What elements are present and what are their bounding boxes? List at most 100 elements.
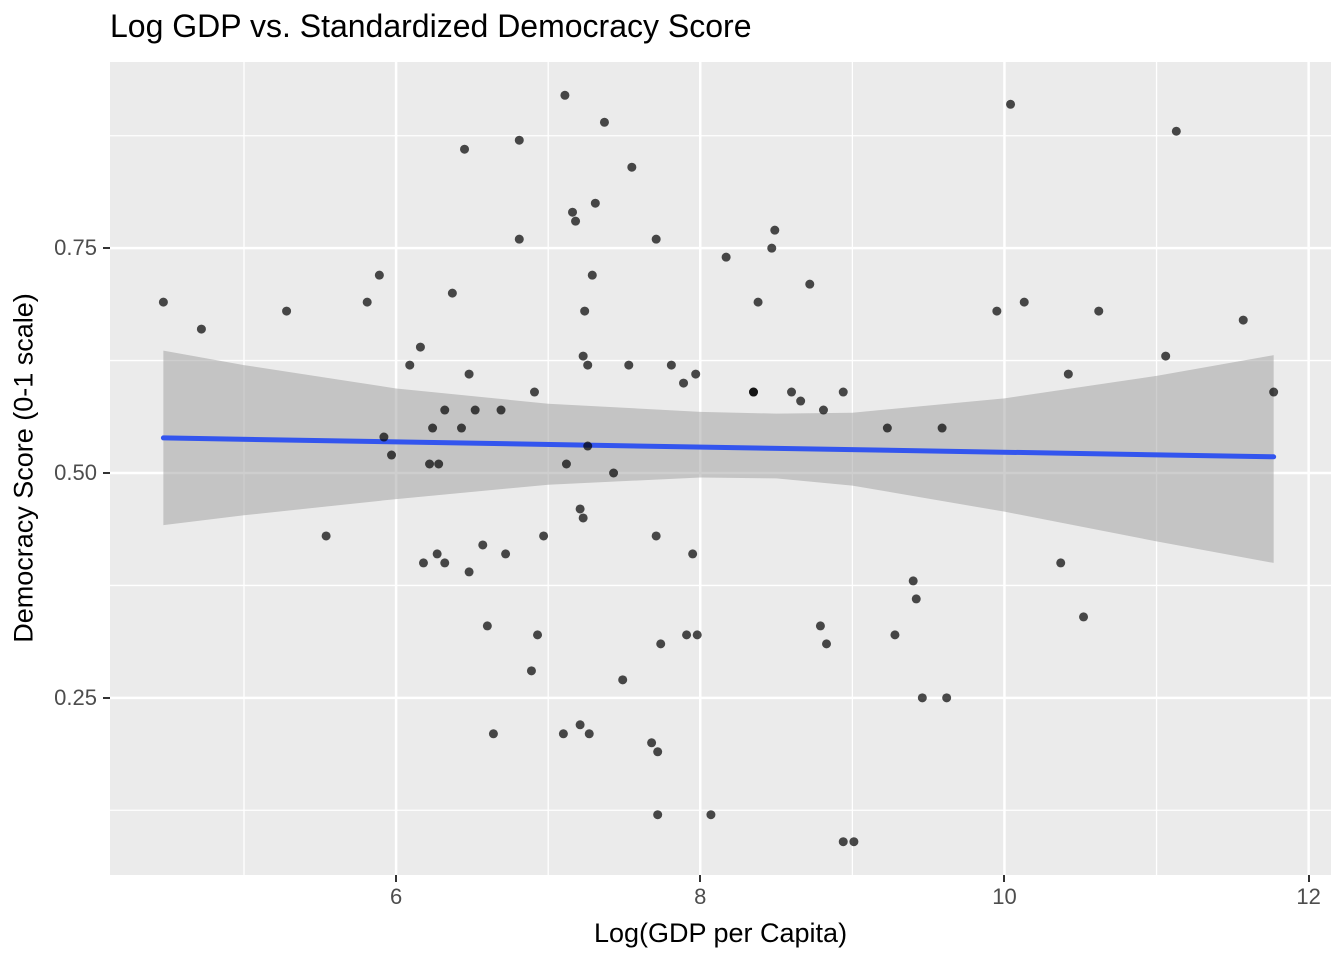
x-tick-mark xyxy=(699,875,702,882)
data-point xyxy=(434,459,444,469)
x-axis-title: Log(GDP per Capita) xyxy=(593,918,848,948)
data-point xyxy=(1161,351,1171,361)
data-point xyxy=(992,306,1002,316)
data-point xyxy=(937,423,947,433)
data-point xyxy=(539,531,549,541)
data-point xyxy=(571,216,581,226)
data-point xyxy=(838,837,848,847)
data-point xyxy=(533,630,543,640)
data-point xyxy=(583,360,593,370)
data-point xyxy=(362,297,372,307)
data-point xyxy=(682,630,692,640)
data-point xyxy=(787,387,797,397)
data-point xyxy=(805,279,815,289)
data-point xyxy=(911,594,921,604)
data-point xyxy=(815,621,825,631)
data-point xyxy=(526,666,536,676)
data-point xyxy=(1006,99,1016,109)
data-point xyxy=(575,504,585,514)
data-point xyxy=(818,405,828,415)
data-point xyxy=(321,531,331,541)
data-point xyxy=(688,549,698,559)
data-point xyxy=(428,423,438,433)
data-point xyxy=(440,405,450,415)
data-point xyxy=(587,270,597,280)
data-point xyxy=(387,450,397,460)
data-point xyxy=(470,405,480,415)
confidence-band xyxy=(163,350,1274,563)
data-point xyxy=(496,405,506,415)
plot-title: Log GDP vs. Standardized Democracy Score xyxy=(110,8,752,44)
data-point xyxy=(691,369,701,379)
data-point xyxy=(1056,558,1066,568)
data-point xyxy=(558,729,568,739)
data-point xyxy=(666,360,676,370)
data-point xyxy=(770,225,780,235)
y-tick-mark xyxy=(103,696,110,699)
data-point xyxy=(838,387,848,397)
data-point xyxy=(624,360,634,370)
data-point xyxy=(653,747,663,757)
data-point xyxy=(679,378,689,388)
data-point xyxy=(1019,297,1029,307)
data-point xyxy=(627,162,637,172)
data-point xyxy=(651,234,661,244)
data-point xyxy=(405,360,415,370)
x-tick-mark xyxy=(395,875,398,882)
data-point xyxy=(464,369,474,379)
y-tick-label: 0.50 xyxy=(54,459,97,485)
chart-canvas xyxy=(110,62,1331,875)
y-tick-label: 0.25 xyxy=(54,684,97,710)
data-point xyxy=(1094,306,1104,316)
data-point xyxy=(560,90,570,100)
data-point xyxy=(917,693,927,703)
data-point xyxy=(282,306,292,316)
data-point xyxy=(432,549,442,559)
data-point xyxy=(464,567,474,577)
data-point xyxy=(1063,369,1073,379)
data-point xyxy=(196,324,206,334)
data-point xyxy=(575,720,585,730)
data-point xyxy=(578,513,588,523)
data-point xyxy=(561,459,571,469)
data-point xyxy=(849,837,859,847)
x-tick-label: 10 xyxy=(992,884,1017,909)
plot-panel xyxy=(110,62,1331,875)
data-point xyxy=(514,234,524,244)
data-point xyxy=(374,270,384,280)
data-point xyxy=(590,198,600,208)
y-tick-mark xyxy=(103,471,110,474)
x-tick-label: 8 xyxy=(694,884,707,909)
data-point xyxy=(578,351,588,361)
data-point xyxy=(425,459,435,469)
data-point xyxy=(379,432,389,442)
regression-line xyxy=(160,435,1277,460)
data-point xyxy=(647,738,657,748)
data-point xyxy=(890,630,900,640)
data-point xyxy=(584,729,594,739)
data-point xyxy=(651,531,661,541)
y-tick-mark xyxy=(103,247,110,250)
data-point xyxy=(796,396,806,406)
data-point xyxy=(599,117,609,127)
data-point xyxy=(753,297,763,307)
data-point xyxy=(1079,612,1089,622)
data-point xyxy=(1238,315,1248,325)
data-point xyxy=(460,144,470,154)
data-point xyxy=(482,621,492,631)
data-point xyxy=(580,306,590,316)
x-tick-mark xyxy=(1307,875,1310,882)
data-point xyxy=(822,639,832,649)
x-tick-label: 6 xyxy=(389,884,403,909)
data-point xyxy=(418,558,428,568)
data-point xyxy=(1269,387,1279,397)
data-point xyxy=(706,810,716,820)
data-point xyxy=(514,135,524,145)
data-point xyxy=(456,423,466,433)
data-point xyxy=(583,441,593,451)
data-point xyxy=(942,693,952,703)
data-point xyxy=(158,297,168,307)
x-tick-mark xyxy=(1003,875,1006,882)
data-point xyxy=(501,549,511,559)
